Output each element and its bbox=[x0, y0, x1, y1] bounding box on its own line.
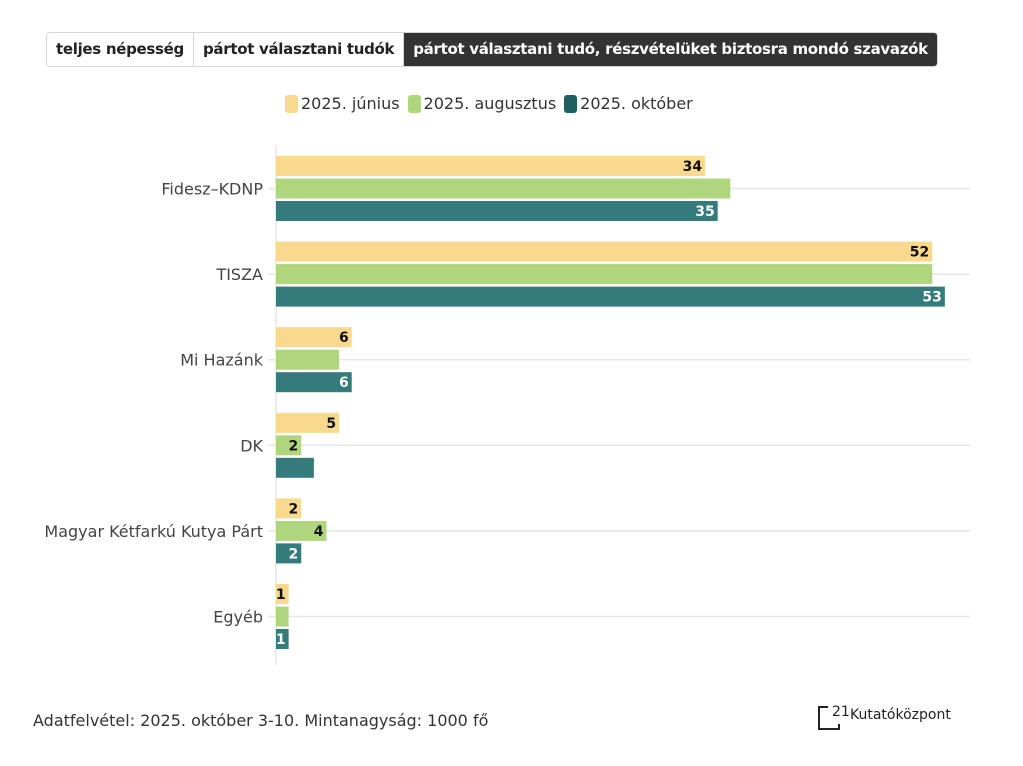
value-label-june-egyeb: 1 bbox=[276, 587, 286, 603]
category-label-fidesz-kdnp: Fidesz–KDNP bbox=[161, 180, 263, 199]
logo-number: 21 bbox=[832, 704, 850, 720]
value-label-june-dk: 5 bbox=[326, 416, 336, 432]
value-label-october-mi-hazank: 6 bbox=[339, 375, 349, 391]
legend-label-june: 2025. június bbox=[301, 94, 400, 113]
value-label-october-fidesz-kdnp: 35 bbox=[695, 204, 714, 220]
bar-august-mi-hazank[interactable] bbox=[276, 349, 340, 370]
bar-october-mi-hazank[interactable] bbox=[276, 372, 352, 393]
survey-note: Adatfelvétel: 2025. október 3-10. Mintan… bbox=[33, 711, 489, 730]
bar-august-dk[interactable] bbox=[276, 435, 302, 456]
bar-august-magyar-ketfarku-kutya-part[interactable] bbox=[276, 520, 327, 541]
tab-teljes-nepesseg[interactable]: teljes népesség bbox=[47, 33, 194, 66]
bar-chart: Fidesz–KDNP TISZA Mi Hazánk DK Magyar Kétfar… bbox=[44, 145, 970, 665]
bar-june-fidesz-kdnp[interactable] bbox=[276, 156, 706, 176]
value-label-october-magyar-ketfarku-kutya-part: 2 bbox=[288, 546, 298, 562]
value-label-june-mi-hazank: 6 bbox=[339, 330, 349, 346]
bar-october-tisza[interactable] bbox=[276, 286, 945, 307]
bar-october-dk[interactable] bbox=[276, 457, 314, 478]
bar-august-egyeb[interactable] bbox=[276, 606, 289, 627]
category-label-mi-hazank: Mi Hazánk bbox=[180, 351, 264, 370]
tab-partot-valasztani-tudok[interactable]: pártot választani tudók bbox=[193, 33, 405, 66]
value-label-october-tisza: 53 bbox=[922, 290, 941, 306]
value-label-august-magyar-ketfarku-kutya-part: 4 bbox=[314, 524, 324, 540]
value-label-june-fidesz-kdnp: 34 bbox=[683, 159, 703, 175]
legend-label-october: 2025. október bbox=[580, 94, 693, 113]
category-label-egyeb: Egyéb bbox=[213, 608, 263, 627]
kutatokozpont-logo: 21 Kutatóközpont bbox=[818, 704, 951, 730]
category-label-dk: DK bbox=[240, 436, 263, 455]
legend-swatch-october bbox=[564, 94, 578, 113]
bar-october-fidesz-kdnp[interactable] bbox=[276, 201, 718, 221]
sample-tabs: teljes népesség pártot választani tudók … bbox=[46, 32, 938, 67]
bar-june-magyar-ketfarku-kutya-part[interactable] bbox=[276, 498, 302, 519]
bar-june-dk[interactable] bbox=[276, 412, 340, 433]
legend-item-june[interactable]: 2025. június bbox=[285, 94, 400, 113]
category-label-magyar-ketfarku-kutya-part: Magyar Kétfarkú Kutya Párt bbox=[44, 522, 263, 541]
bar-june-mi-hazank[interactable] bbox=[276, 327, 352, 348]
bar-october-magyar-ketfarku-kutya-part[interactable] bbox=[276, 543, 302, 564]
bar-june-egyeb[interactable] bbox=[276, 584, 289, 604]
legend-swatch-august bbox=[407, 94, 421, 113]
value-label-august-dk: 2 bbox=[288, 438, 298, 454]
bar-august-tisza[interactable] bbox=[276, 264, 933, 285]
value-label-october-egyeb: 1 bbox=[276, 632, 286, 648]
chart-legend: 2025. június 2025. augusztus 2025. októb… bbox=[285, 94, 693, 113]
category-label-tisza: TISZA bbox=[215, 265, 263, 284]
legend-label-august: 2025. augusztus bbox=[423, 94, 557, 113]
value-label-june-tisza: 52 bbox=[910, 245, 929, 261]
legend-swatch-june bbox=[285, 94, 298, 113]
tab-biztos-szavazok[interactable]: pártot választani tudó, részvételüket bi… bbox=[404, 33, 937, 66]
bar-august-fidesz-kdnp[interactable] bbox=[276, 178, 731, 199]
logo-name: Kutatóközpont bbox=[850, 707, 951, 723]
value-label-june-magyar-ketfarku-kutya-part: 2 bbox=[288, 501, 298, 517]
bar-june-tisza[interactable] bbox=[276, 241, 933, 262]
legend-item-october[interactable]: 2025. október bbox=[564, 94, 693, 113]
logo-mark-icon: 21 bbox=[818, 704, 850, 730]
bar-october-egyeb[interactable] bbox=[276, 629, 289, 649]
legend-item-august[interactable]: 2025. augusztus bbox=[407, 94, 557, 113]
